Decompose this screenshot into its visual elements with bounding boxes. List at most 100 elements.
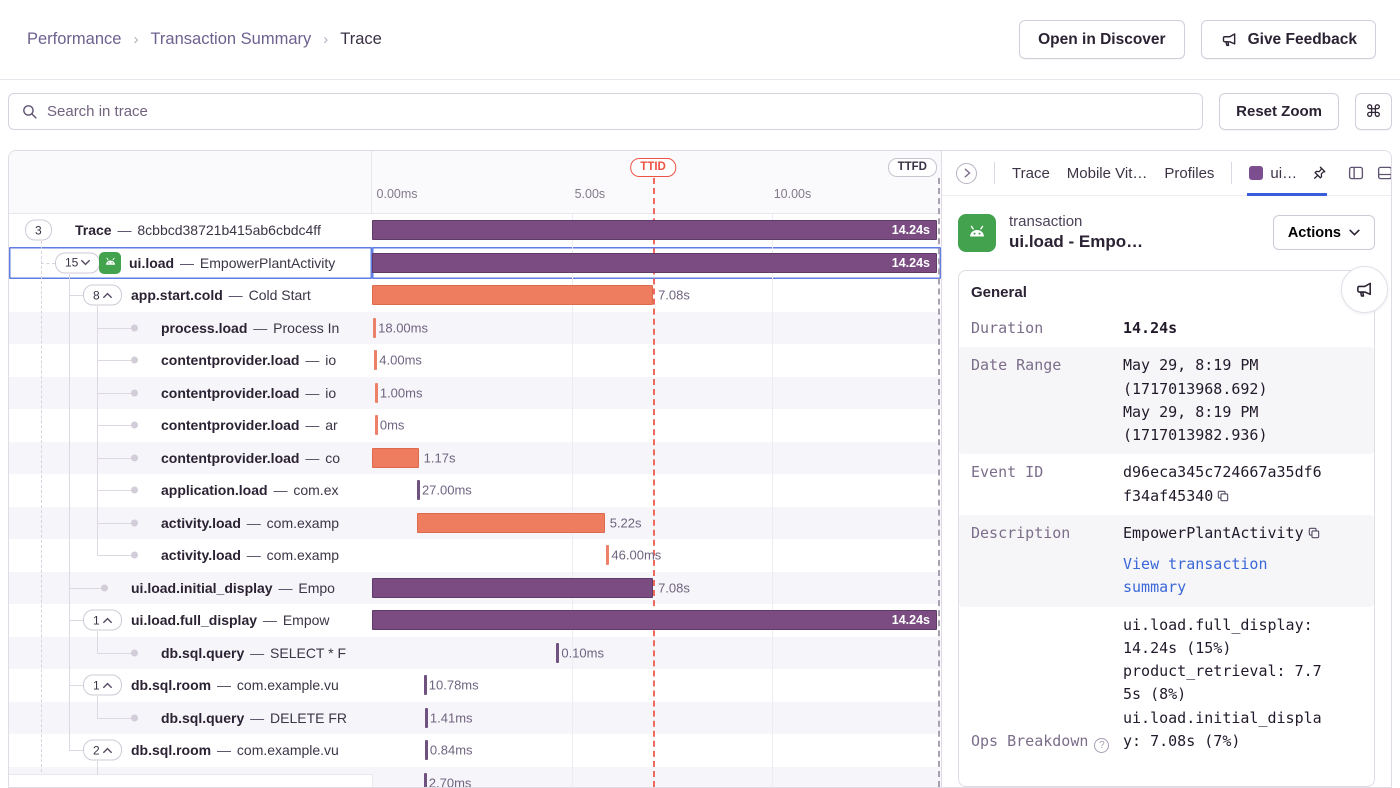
span-tree-cell[interactable]: activity.load — com.examp [9,507,372,540]
trace-row[interactable]: ui.load.initial_display — Empo7.08s [9,572,941,605]
reset-zoom-button[interactable]: Reset Zoom [1219,93,1339,130]
trace-row[interactable]: 3Trace — 8cbbcd38721b415ab6cbdc4ff14.24s [9,214,941,247]
trace-row[interactable]: contentprovider.load — co1.17s [9,442,941,475]
span-bar-cell[interactable]: 1.17s [372,442,941,475]
layout-left-panel-icon[interactable] [1347,164,1365,182]
panel-tab-ui[interactable]: ui… [1249,151,1297,195]
span-bar-cell[interactable]: 0.84ms [372,734,941,767]
span-tree-cell[interactable]: 1db.sql.room — com.example.vu [9,669,372,702]
shortcuts-button[interactable]: ⌘ [1355,93,1392,130]
span-bar[interactable] [424,773,427,787]
search-box[interactable] [8,93,1203,130]
trace-row[interactable]: application.load — com.ex27.00ms [9,474,941,507]
span-bar-cell[interactable]: 7.08s [372,572,941,605]
span-tree-cell[interactable]: 1ui.load.full_display — Empow [9,604,372,637]
span-bar-cell[interactable]: 14.24s [372,247,941,280]
span-tree-cell[interactable]: contentprovider.load — ar [9,409,372,442]
span-tree-cell[interactable]: 2db.sql.room — com.example.vu [9,734,372,767]
span-bar-cell[interactable]: 5.22s [372,507,941,540]
span-bar[interactable] [375,383,378,403]
trace-row[interactable]: process.load — Process In18.00ms [9,312,941,345]
span-bar[interactable] [372,448,419,468]
span-bar-cell[interactable]: 14.24s [372,214,941,247]
span-tree-cell[interactable]: 3Trace — 8cbbcd38721b415ab6cbdc4ff [9,214,372,247]
span-bar[interactable] [373,318,376,338]
span-bar-cell[interactable]: 1.41ms [372,702,941,735]
trace-row[interactable]: 2db.sql.room — com.example.vu0.84ms [9,734,941,767]
span-count-pill[interactable]: 3 [25,220,52,241]
span-tree-cell[interactable]: activity.load — com.examp [9,539,372,572]
pin-tab-icon[interactable] [1310,164,1328,182]
trace-row[interactable]: db.sql.query — SELECT * F0.10ms [9,637,941,670]
span-tree-cell[interactable]: process.load — Process In [9,312,372,345]
span-bar[interactable] [417,480,420,500]
span-bar[interactable]: 14.24s [372,610,937,630]
span-bar[interactable] [425,740,428,760]
span-bar[interactable] [424,675,427,695]
ttfd-marker-pill[interactable]: TTFD [888,158,937,177]
span-tree-cell[interactable]: db.sql.query — SELECT * F [9,637,372,670]
span-bar[interactable] [375,415,378,435]
give-feedback-button[interactable]: Give Feedback [1201,20,1376,59]
view-transaction-summary-link[interactable]: View transaction summary [1123,553,1327,600]
trace-row[interactable]: activity.load — com.examp5.22s [9,507,941,540]
collapse-panel-button[interactable] [956,163,977,184]
panel-tab-profiles[interactable]: Profiles [1164,151,1214,195]
span-bar[interactable] [372,285,653,305]
span-bar[interactable]: 14.24s [372,220,937,240]
panel-tab-mobile-vit[interactable]: Mobile Vit… [1067,151,1148,195]
span-tree-cell[interactable]: db.sql.query — DELETE FR [9,702,372,735]
span-tree-cell[interactable]: contentprovider.load — co [9,442,372,475]
span-bar[interactable] [606,545,609,565]
span-bar-cell[interactable]: 0.10ms [372,637,941,670]
span-count-pill[interactable]: 15 [55,252,100,273]
span-tree-cell[interactable]: contentprovider.load — io [9,377,372,410]
trace-row[interactable]: contentprovider.load — ar0ms [9,409,941,442]
trace-row[interactable]: 1db.sql.room — com.example.vu10.78ms [9,669,941,702]
span-bar[interactable] [417,513,605,533]
feedback-float-button[interactable] [1341,266,1388,313]
trace-row[interactable]: 1ui.load.full_display — Empow14.24s [9,604,941,637]
trace-row[interactable]: contentprovider.load — io4.00ms [9,344,941,377]
span-tree-cell[interactable]: contentprovider.load — io [9,344,372,377]
span-bar-cell[interactable]: 46.00ms [372,539,941,572]
search-input[interactable] [47,103,1190,120]
copy-icon[interactable] [1307,526,1321,540]
span-tree-cell[interactable]: 8app.start.cold — Cold Start [9,279,372,312]
span-bar-cell[interactable]: 18.00ms [372,312,941,345]
trace-row[interactable]: activity.load — com.examp46.00ms [9,539,941,572]
span-bar-cell[interactable]: 2.70ms [372,767,941,788]
ttid-marker-pill[interactable]: TTID [630,158,676,177]
breadcrumb-item-performance[interactable]: Performance [27,30,121,49]
span-bar-cell[interactable]: 10.78ms [372,669,941,702]
trace-row[interactable]: 15ui.load — EmpowerPlantActivity14.24s [9,247,941,280]
span-count-pill[interactable]: 1 [83,610,122,631]
span-bar[interactable] [372,578,653,598]
span-bar-cell[interactable]: 4.00ms [372,344,941,377]
layout-bottom-panel-icon[interactable] [1376,164,1391,182]
span-bar-cell[interactable]: 1.00ms [372,377,941,410]
span-bar-cell[interactable]: 0ms [372,409,941,442]
help-icon[interactable]: ? [1094,738,1109,753]
copy-icon[interactable] [1216,489,1230,503]
span-bar[interactable] [556,643,559,663]
trace-row[interactable]: contentprovider.load — io1.00ms [9,377,941,410]
span-count-pill[interactable]: 8 [83,285,122,306]
span-bar-cell[interactable]: 7.08s [372,279,941,312]
breadcrumb-item-transaction-summary[interactable]: Transaction Summary [150,30,311,49]
span-bar[interactable]: 14.24s [372,253,937,273]
trace-row[interactable]: db.sql.query — DELETE FR1.41ms [9,702,941,735]
span-bar-cell[interactable]: 14.24s [372,604,941,637]
span-bar-cell[interactable]: 27.00ms [372,474,941,507]
open-in-discover-button[interactable]: Open in Discover [1019,20,1184,59]
span-bar[interactable] [374,350,377,370]
actions-button[interactable]: Actions [1273,215,1375,250]
trace-row[interactable]: 8app.start.cold — Cold Start7.08s [9,279,941,312]
span-bar[interactable] [425,708,428,728]
panel-tab-trace[interactable]: Trace [1012,151,1050,195]
span-tree-cell[interactable]: application.load — com.ex [9,474,372,507]
span-count-pill[interactable]: 1 [83,675,122,696]
span-count-pill[interactable]: 2 [83,740,122,761]
span-tree-cell[interactable]: ui.load.initial_display — Empo [9,572,372,605]
tree-horizontal-scrollbar[interactable] [9,774,373,787]
